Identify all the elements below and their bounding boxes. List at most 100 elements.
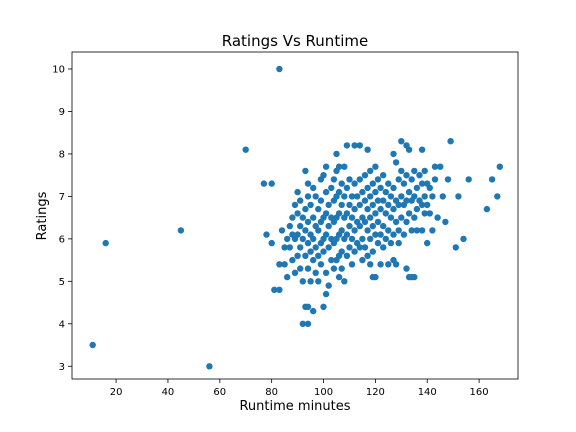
- scatter-point: [356, 201, 363, 209]
- scatter-point: [343, 231, 351, 238]
- scatter-point: [408, 176, 415, 183]
- scatter-point: [382, 235, 389, 243]
- scatter-point: [307, 248, 314, 255]
- scatter-point: [439, 193, 446, 200]
- scatter-point: [335, 188, 343, 196]
- scatter-point: [304, 303, 312, 310]
- scatter-point: [398, 138, 405, 145]
- scatter-point: [317, 197, 325, 204]
- scatter-point: [89, 341, 96, 349]
- scatter-point: [299, 214, 306, 221]
- scatter-point: [369, 201, 376, 209]
- scatter-point: [335, 163, 343, 170]
- scatter-point: [351, 142, 358, 149]
- scatter-point: [374, 176, 382, 183]
- scatter-point: [304, 218, 312, 226]
- scatter-point: [400, 180, 408, 187]
- scatter-point: [377, 184, 384, 192]
- scatter-point: [411, 167, 418, 175]
- scatter-point: [341, 163, 348, 170]
- scatter-point: [483, 205, 491, 213]
- chart-title: Ratings Vs Runtime: [222, 32, 368, 50]
- y-axis: 3 4 5 6 7 8 9 10: [52, 64, 72, 373]
- scatter-point: [434, 214, 441, 221]
- scatter-point: [361, 197, 369, 204]
- scatter-point: [291, 201, 299, 209]
- scatter-point: [286, 222, 293, 230]
- scatter-point: [364, 227, 371, 234]
- scatter-point: [322, 188, 330, 196]
- x-tick-label: 160: [470, 387, 489, 398]
- scatter-point: [374, 218, 382, 226]
- scatter-point: [351, 227, 358, 234]
- scatter-point: [102, 239, 109, 247]
- scatter-point: [421, 210, 428, 217]
- scatter-point: [320, 303, 327, 310]
- scatter-point: [335, 273, 343, 281]
- y-tick-label: 5: [59, 277, 65, 288]
- scatter-point: [395, 176, 402, 183]
- scatter-point: [299, 320, 306, 327]
- x-axis: 20 40 60 80 100 120 140 160: [110, 379, 489, 398]
- scatter-point: [369, 222, 376, 230]
- scatter-point: [455, 193, 462, 200]
- scatter-point: [325, 244, 332, 251]
- scatter-point: [294, 210, 301, 217]
- y-tick-label: 4: [59, 319, 65, 330]
- scatter-point: [177, 227, 185, 234]
- scatter-point: [328, 256, 335, 264]
- scatter-point: [338, 227, 345, 234]
- scatter-point: [411, 193, 418, 200]
- scatter-point: [304, 320, 312, 327]
- scatter-point: [465, 176, 472, 183]
- scatter-point: [377, 205, 384, 213]
- scatter-point: [359, 188, 366, 196]
- scatter-point: [346, 176, 353, 183]
- scatter-point: [395, 239, 402, 247]
- scatter-point: [302, 167, 309, 175]
- scatter-point: [348, 235, 356, 243]
- scatter-point: [351, 248, 358, 255]
- scatter-point: [289, 214, 296, 221]
- scatter-point: [351, 180, 358, 187]
- y-tick-label: 7: [59, 192, 65, 203]
- scatter-point: [260, 180, 268, 187]
- plot-frame: [71, 51, 519, 380]
- scatter-point: [284, 235, 291, 243]
- scatter-point: [395, 201, 402, 209]
- scatter-point: [310, 184, 317, 192]
- scatter-point: [377, 261, 384, 268]
- scatter-point: [351, 205, 358, 213]
- scatter-point: [411, 273, 418, 281]
- scatter-point: [276, 286, 283, 293]
- scatter-point: [315, 205, 322, 213]
- scatter-point: [359, 235, 366, 243]
- scatter-point: [281, 261, 288, 268]
- scatter-point: [382, 188, 389, 196]
- scatter-point: [364, 205, 371, 213]
- scatter-point: [364, 146, 371, 153]
- y-tick-label: 3: [59, 362, 65, 373]
- y-axis-title: Ratings: [35, 191, 50, 240]
- scatter-point: [356, 244, 363, 251]
- scatter-point: [294, 188, 301, 196]
- x-tick-label: 120: [366, 387, 385, 398]
- scatter-point: [374, 197, 382, 204]
- scatter-point: [372, 163, 379, 170]
- scatter-point: [348, 214, 356, 221]
- scatter-point: [304, 193, 312, 200]
- scatter-point: [380, 244, 387, 251]
- scatter-point: [356, 222, 363, 230]
- scatter-point: [488, 176, 496, 183]
- scatter-point: [338, 201, 345, 209]
- scatter-point: [405, 188, 413, 196]
- scatter-point: [403, 172, 410, 179]
- scatter-point: [302, 252, 309, 259]
- scatter-point: [325, 201, 332, 209]
- scatter-point: [322, 269, 330, 276]
- scatter-point: [346, 201, 353, 209]
- scatter-point: [390, 184, 397, 192]
- scatter-point: [426, 184, 433, 192]
- scatter-point: [307, 201, 314, 209]
- scatter-point: [322, 163, 330, 170]
